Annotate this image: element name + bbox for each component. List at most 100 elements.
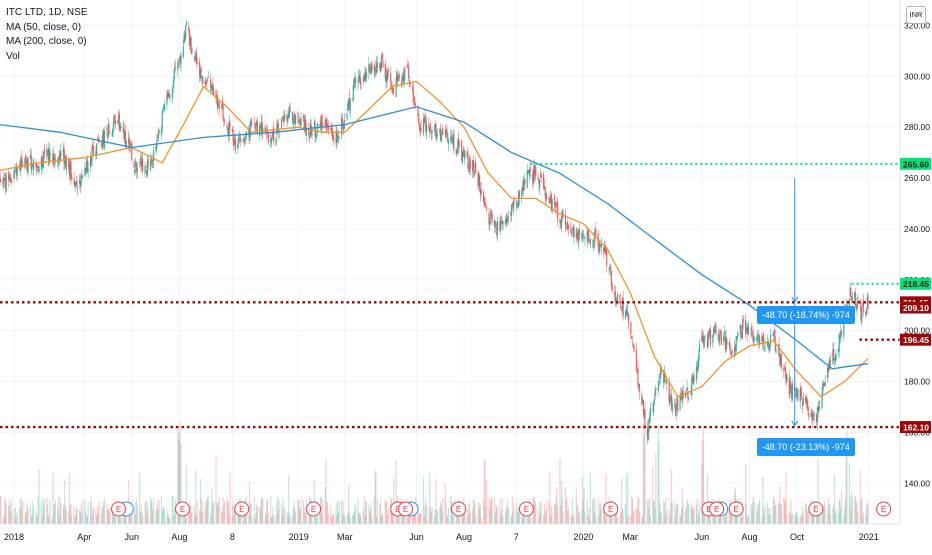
candle-body xyxy=(376,62,379,68)
candle-body xyxy=(97,138,99,140)
candle-body xyxy=(251,122,253,124)
volume-indicator-label[interactable]: Vol xyxy=(6,50,20,62)
candle-body xyxy=(302,115,304,119)
candle-body xyxy=(788,377,790,396)
volume-bar xyxy=(480,517,482,524)
candle-body xyxy=(462,150,464,154)
volume-bar xyxy=(259,507,262,524)
candle-body xyxy=(347,103,349,111)
candle-body xyxy=(429,127,431,132)
candle-body xyxy=(829,360,831,369)
candle-body xyxy=(267,134,269,143)
volume-bar xyxy=(172,496,174,524)
volume-bar xyxy=(365,500,368,524)
volume-bar xyxy=(720,516,722,524)
volume-bar xyxy=(124,514,126,524)
volume-bar xyxy=(501,498,503,524)
volume-bar xyxy=(222,496,224,524)
candle-body xyxy=(464,150,466,160)
moving-averages xyxy=(0,80,869,398)
volume-bar xyxy=(763,513,765,524)
earnings-marker xyxy=(451,501,467,517)
volume-bar xyxy=(767,507,769,524)
candle-body xyxy=(832,349,834,364)
candle-body xyxy=(714,325,716,327)
symbol-title[interactable]: ITC LTD, 1D, NSE xyxy=(6,7,88,18)
candle-body xyxy=(488,212,490,225)
volume-bar xyxy=(861,498,863,524)
candle-body xyxy=(696,368,698,370)
ma50-indicator-label[interactable]: MA (50, close, 0) xyxy=(6,21,82,33)
volume-bar xyxy=(379,504,381,524)
candle-body xyxy=(283,115,285,122)
candle-body xyxy=(604,247,606,252)
earnings-marker xyxy=(728,501,744,517)
candle-body xyxy=(185,25,187,38)
candle-body xyxy=(188,29,191,47)
candle-body xyxy=(85,158,88,171)
candle-body xyxy=(446,129,448,132)
volume-bar xyxy=(341,514,343,524)
volume-bar xyxy=(679,513,681,524)
candle-body xyxy=(674,406,676,413)
volume-bar xyxy=(166,514,168,524)
volume-bar xyxy=(615,510,617,524)
earnings-marker-label: E xyxy=(311,505,316,514)
candle-body xyxy=(51,154,53,156)
volume-bar xyxy=(147,510,149,524)
volume-bar xyxy=(60,502,62,524)
candle-body xyxy=(643,409,645,418)
volume-bar xyxy=(365,501,367,524)
volume-bar xyxy=(544,511,546,524)
price-tick-label: 320.00 xyxy=(904,20,930,30)
measure-callout-upper[interactable]: -48.70 (-18.74%) -974 xyxy=(756,305,855,324)
volume-bar xyxy=(641,517,643,524)
volume-bar xyxy=(843,515,845,524)
candle-body xyxy=(668,380,670,402)
candle-body xyxy=(381,53,383,59)
candle-body xyxy=(583,237,585,238)
volume-bar xyxy=(424,515,426,524)
volume-bar xyxy=(201,511,203,524)
volume-bar xyxy=(786,514,788,524)
volume-bar xyxy=(32,501,34,524)
candle-body xyxy=(316,135,318,137)
candle-body xyxy=(691,378,693,396)
volume-bar xyxy=(355,508,357,524)
volume-bar xyxy=(103,500,105,524)
volume-bar xyxy=(283,508,285,524)
measure-callout-lower[interactable]: -48.70 (-23.13%) -974 xyxy=(756,437,855,456)
candle-body xyxy=(320,116,322,130)
candle-body xyxy=(218,102,220,109)
candle-body xyxy=(789,381,791,394)
volume-bar xyxy=(599,503,602,524)
volume-bar xyxy=(540,501,542,524)
candle-body xyxy=(240,140,242,142)
volume-bar xyxy=(647,508,649,524)
volume-bar xyxy=(46,497,48,524)
candle-body xyxy=(456,151,458,154)
volume-bar xyxy=(633,509,635,524)
volume-bar xyxy=(371,517,373,524)
candle-body xyxy=(527,170,529,174)
candle-body xyxy=(319,124,321,127)
candle-body xyxy=(713,326,715,332)
volume-bar xyxy=(729,502,731,524)
candle-body xyxy=(854,291,856,300)
volume-bar xyxy=(418,512,421,524)
volume-bar xyxy=(163,509,166,524)
ma50-line xyxy=(0,80,869,398)
candle-body xyxy=(209,79,212,89)
candle-body xyxy=(167,91,169,98)
candle-body xyxy=(652,410,654,411)
candle-body xyxy=(598,243,600,251)
candle-body xyxy=(518,191,521,200)
volume-bar xyxy=(63,503,65,524)
volume-bar xyxy=(581,476,584,524)
currency-badge[interactable]: INR xyxy=(906,6,926,24)
volume-bar xyxy=(90,497,92,524)
ma200-indicator-label[interactable]: MA (200, close, 0) xyxy=(6,36,87,47)
volume-bar xyxy=(496,505,498,524)
